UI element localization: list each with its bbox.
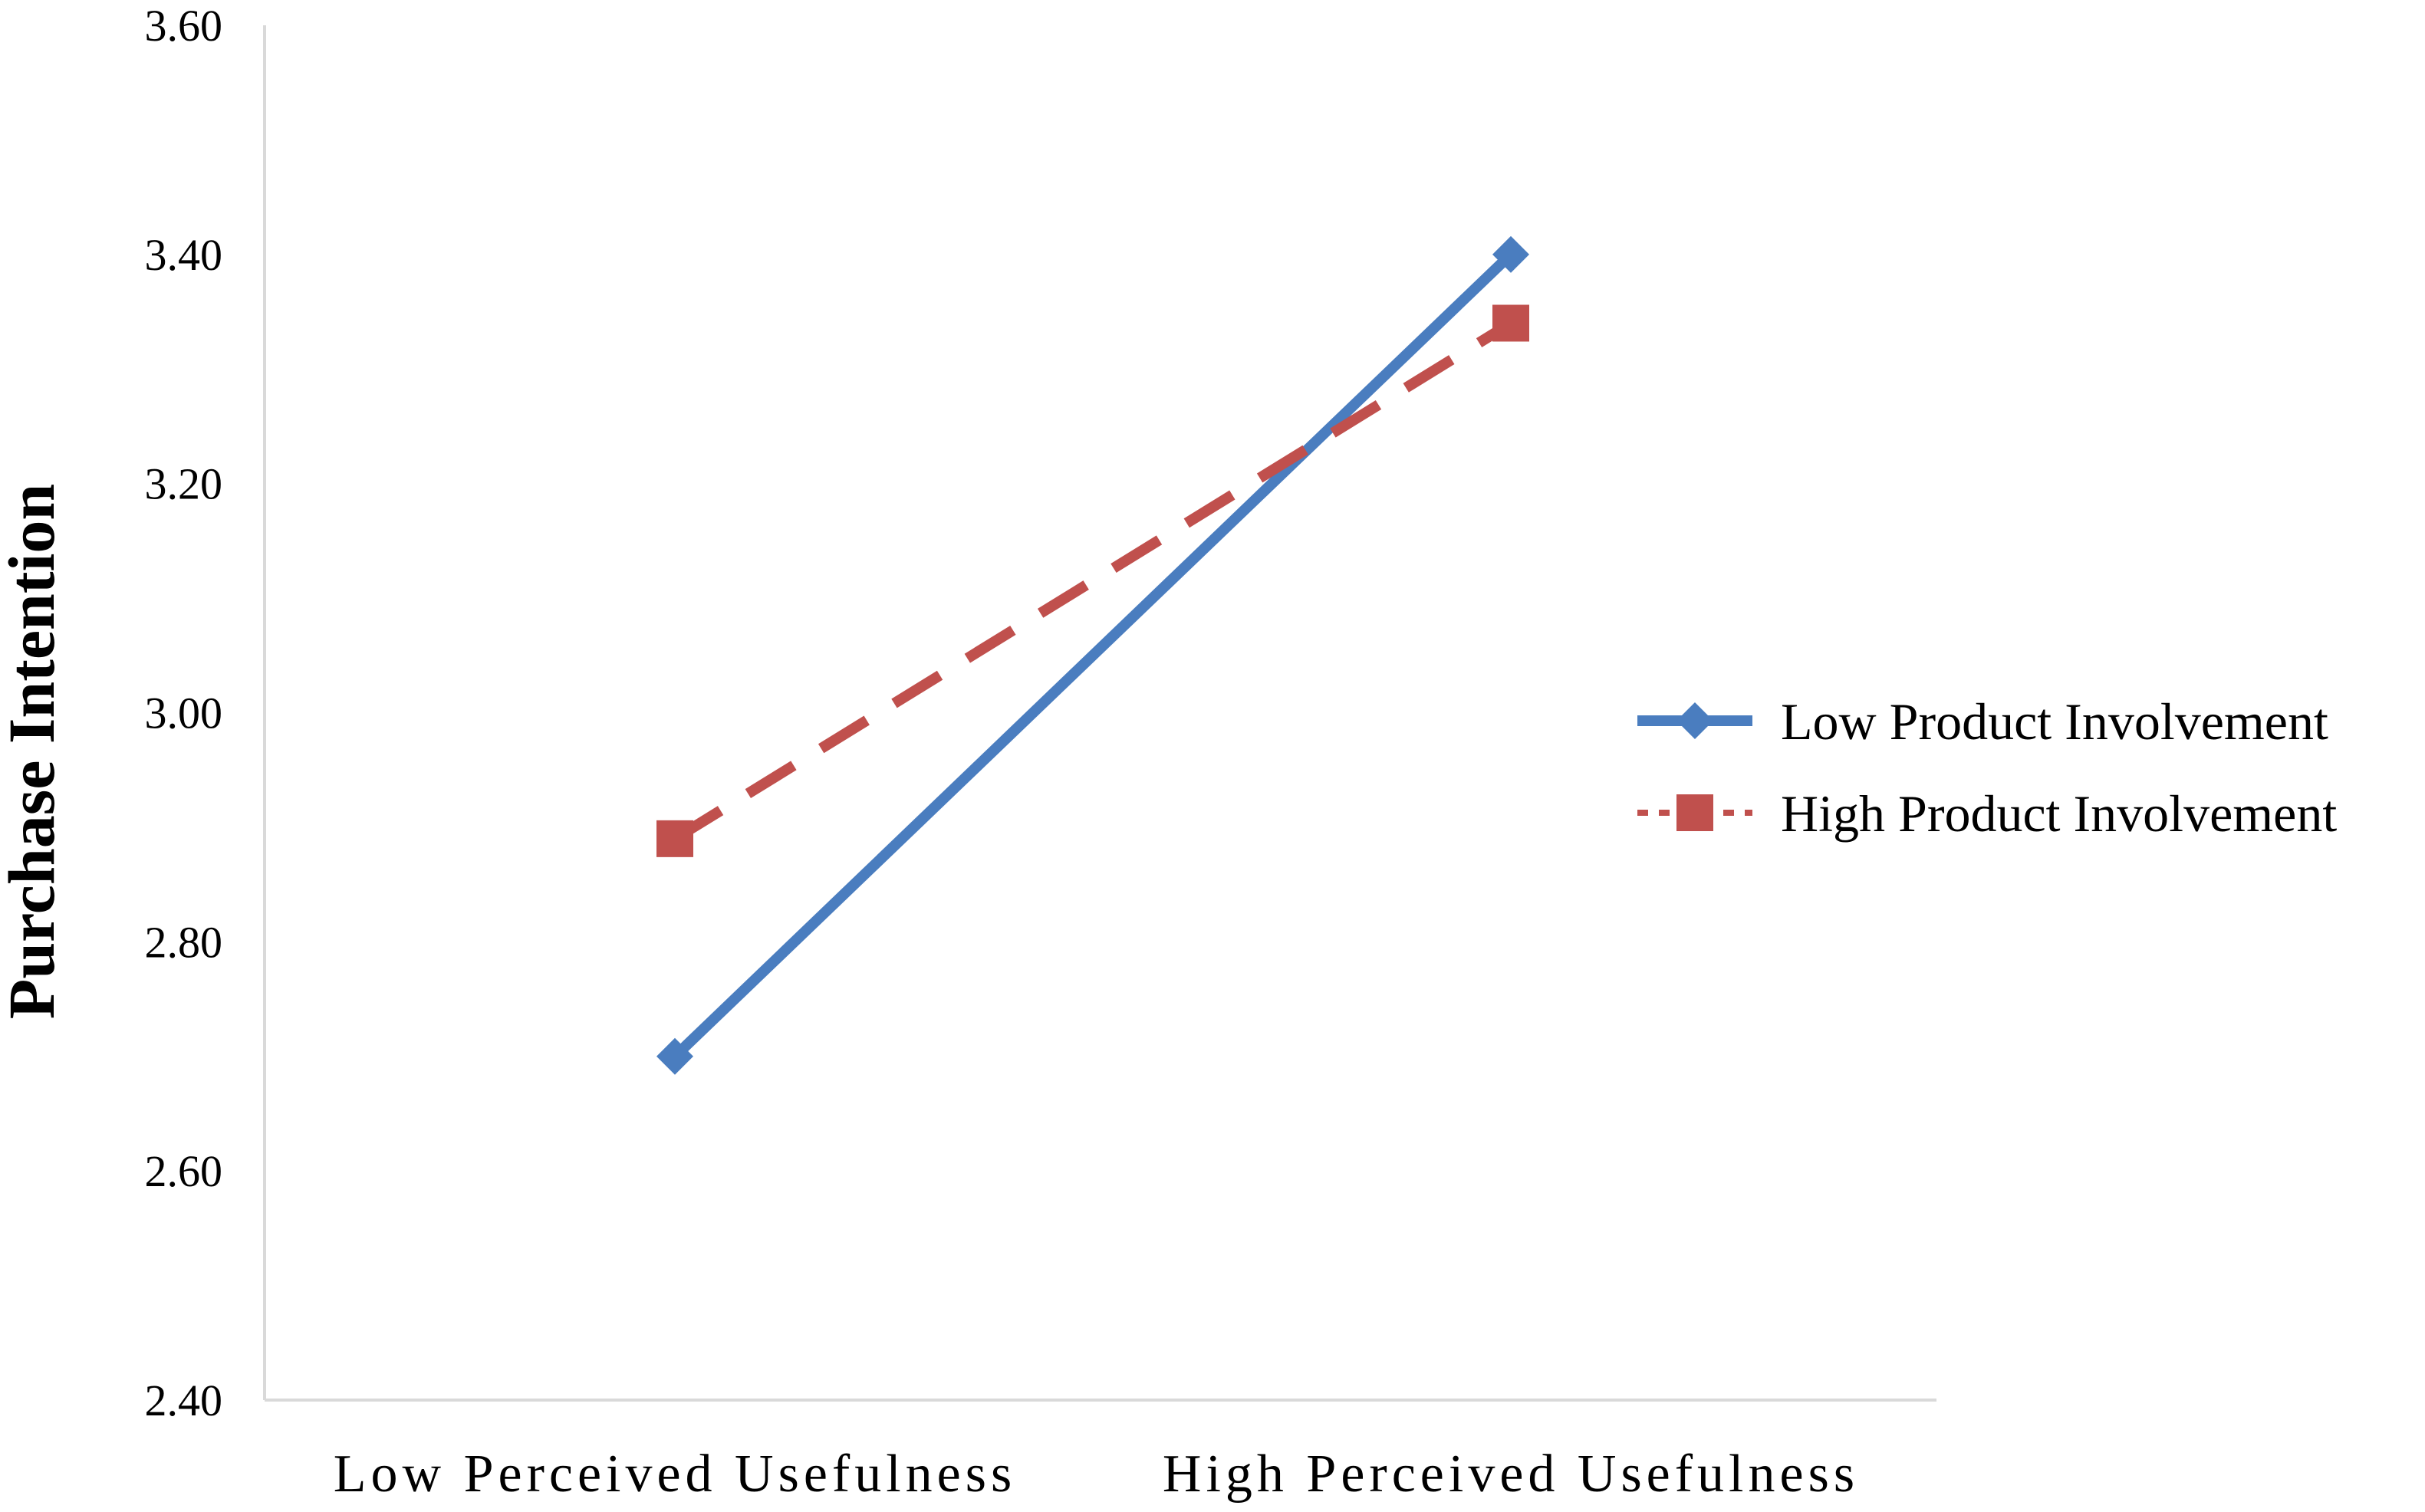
y-tick-label: 2.60 — [145, 1146, 223, 1196]
diamond-marker — [656, 1037, 693, 1075]
y-tick-label: 2.80 — [145, 917, 223, 967]
legend-label: Low Product Involvement — [1781, 692, 2328, 751]
x-category-label: High Perceived Usefulness — [1163, 1445, 1859, 1504]
x-category-label: Low Perceived Usefulness — [334, 1445, 1016, 1504]
legend: Low Product Involvement High Product Invo… — [1637, 692, 2337, 843]
square-marker — [1492, 304, 1529, 342]
square-marker — [1676, 794, 1713, 831]
y-axis-title: Purchase Intention — [0, 484, 68, 1019]
x-axis: Low Perceived Usefulness High Perceived U… — [265, 1399, 1936, 1504]
series-line — [672, 318, 1514, 843]
diamond-marker — [1492, 235, 1529, 273]
series-low-product-involvement — [656, 235, 1529, 1075]
y-tick-label: 3.40 — [145, 230, 223, 280]
y-tick-label: 3.20 — [145, 459, 223, 509]
legend-label: High Product Involvement — [1781, 784, 2337, 843]
legend-item: Low Product Involvement — [1637, 692, 2328, 751]
plot-series — [656, 235, 1529, 1075]
square-marker — [656, 820, 693, 857]
y-tick-label: 3.00 — [145, 689, 223, 738]
legend-item: High Product Involvement — [1637, 784, 2337, 843]
y-tick-label: 3.60 — [145, 1, 223, 51]
series-line — [670, 248, 1516, 1062]
diamond-marker — [1676, 702, 1713, 739]
series-high-product-involvement — [656, 304, 1529, 857]
y-axis: 2.40 2.60 2.80 3.00 3.20 3.40 3.60 — [145, 1, 266, 1425]
y-tick-label: 2.40 — [145, 1376, 223, 1425]
